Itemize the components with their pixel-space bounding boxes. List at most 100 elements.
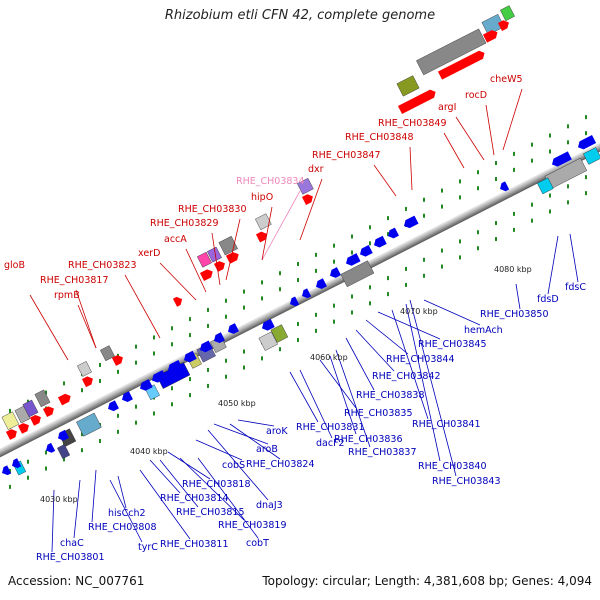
gene-label-bottom[interactable]: RHE_CH03819: [218, 520, 287, 531]
forward-gene-arrow[interactable]: [172, 295, 184, 307]
reverse-gene-arrow[interactable]: [372, 235, 387, 249]
gene-label-bottom[interactable]: fdsD: [537, 294, 559, 305]
gene-label-top[interactable]: RHE_CH03847: [312, 150, 381, 161]
reverse-gene-arrow[interactable]: [106, 400, 119, 413]
gene-label-top[interactable]: cheW5: [490, 74, 523, 85]
reverse-gene-arrow[interactable]: [358, 244, 373, 258]
gene-label-bottom[interactable]: RHE_CH03824: [246, 459, 315, 470]
gene-block[interactable]: [340, 260, 375, 288]
forward-gene-arrow[interactable]: [497, 18, 511, 32]
gene-label-bottom[interactable]: RHE_CH03831: [296, 422, 365, 433]
gene-block[interactable]: [255, 213, 272, 231]
reverse-gene-arrow[interactable]: [166, 359, 183, 374]
gene-block[interactable]: [100, 345, 115, 362]
gene-label-bottom[interactable]: RHE_CH03808: [88, 522, 157, 533]
gene-block[interactable]: [481, 13, 505, 36]
reverse-gene-arrow[interactable]: [498, 181, 510, 193]
gene-label-top[interactable]: rpmB: [54, 290, 80, 301]
gene-label-bottom[interactable]: RHE_CH03850: [480, 309, 549, 320]
gene-label-bottom[interactable]: RHE_CH03840: [418, 461, 487, 472]
reverse-gene-arrow[interactable]: [550, 151, 572, 168]
gene-label-top[interactable]: rocD: [465, 90, 487, 101]
gene-label-top[interactable]: RHE_CH03817: [40, 275, 109, 286]
reverse-gene-arrow[interactable]: [288, 296, 300, 308]
gene-block[interactable]: [297, 177, 314, 195]
gene-label-bottom[interactable]: tyrC: [138, 542, 158, 553]
gene-block[interactable]: [500, 5, 515, 22]
reverse-gene-arrow[interactable]: [198, 340, 213, 354]
gene-label-top[interactable]: gloB: [4, 260, 25, 271]
forward-gene-arrow[interactable]: [482, 28, 500, 43]
forward-gene-arrow[interactable]: [81, 375, 95, 388]
gene-label-bottom[interactable]: aroB: [256, 444, 278, 455]
gene-label-bottom[interactable]: fdsC: [565, 282, 586, 293]
gene-block[interactable]: [537, 177, 554, 195]
gene-block[interactable]: [197, 251, 212, 268]
gene-block[interactable]: [583, 147, 600, 165]
gene-label-bottom[interactable]: aroK: [266, 426, 288, 437]
forward-gene-arrow[interactable]: [213, 259, 227, 272]
gene-block[interactable]: [22, 399, 39, 418]
forward-gene-arrow[interactable]: [17, 421, 31, 434]
reverse-gene-arrow[interactable]: [260, 318, 275, 332]
forward-gene-arrow[interactable]: [42, 405, 56, 418]
reverse-gene-arrow[interactable]: [226, 323, 239, 336]
gene-label-top[interactable]: accA: [164, 234, 187, 245]
gene-label-bottom[interactable]: RHE_CH03818: [182, 479, 251, 490]
reverse-gene-arrow[interactable]: [10, 458, 22, 470]
gene-label-bottom[interactable]: dnaJ3: [256, 500, 283, 511]
gene-label-bottom[interactable]: RHE_CH03811: [160, 539, 229, 550]
reverse-gene-arrow[interactable]: [0, 465, 12, 477]
gene-block[interactable]: [1, 411, 20, 430]
gene-label-bottom[interactable]: RHE_CH03845: [418, 339, 487, 350]
reverse-gene-arrow[interactable]: [402, 215, 419, 230]
reverse-gene-arrow[interactable]: [212, 332, 225, 345]
forward-gene-arrow[interactable]: [5, 427, 19, 440]
gene-label-bottom[interactable]: hisCch2: [108, 508, 146, 519]
gene-label-top[interactable]: RHE_CH03830: [178, 204, 247, 215]
gene-label-bottom[interactable]: RHE_CH03836: [334, 434, 403, 445]
gene-block[interactable]: [57, 444, 71, 460]
gene-label-top[interactable]: hipO: [251, 192, 273, 203]
gene-block[interactable]: [270, 324, 289, 343]
reverse-gene-arrow[interactable]: [576, 135, 597, 151]
gene-block[interactable]: [396, 75, 420, 97]
gene-label-bottom[interactable]: cobS: [222, 460, 245, 471]
gene-block[interactable]: [34, 389, 51, 408]
gene-block[interactable]: [218, 235, 238, 256]
gene-label-bottom[interactable]: RHE_CH03843: [432, 476, 501, 487]
reverse-gene-arrow[interactable]: [56, 429, 69, 443]
forward-gene-arrow[interactable]: [255, 230, 269, 243]
gene-block[interactable]: [258, 331, 278, 351]
gene-label-top[interactable]: RHE_CH03829: [150, 218, 219, 229]
gene-block[interactable]: [76, 412, 102, 437]
gene-label-top[interactable]: RHE_CH03848: [345, 132, 414, 143]
gene-label-bottom[interactable]: RHE_CH03801: [36, 552, 105, 563]
forward-gene-arrow[interactable]: [225, 250, 241, 264]
reverse-gene-arrow[interactable]: [300, 288, 312, 300]
forward-gene-arrow[interactable]: [301, 192, 315, 205]
gene-label-bottom[interactable]: RHE_CH03838: [356, 390, 425, 401]
reverse-gene-arrow[interactable]: [44, 442, 56, 455]
forward-gene-arrow[interactable]: [437, 49, 487, 80]
gene-label-bottom[interactable]: RHE_CH03815: [176, 507, 245, 518]
gene-label-bottom[interactable]: RHE_CH03842: [372, 371, 441, 382]
reverse-gene-arrow[interactable]: [138, 379, 153, 392]
reverse-gene-arrow[interactable]: [182, 350, 197, 364]
gene-label-top[interactable]: xerD: [138, 248, 160, 259]
gene-label-bottom[interactable]: RHE_CH03844: [386, 354, 455, 365]
gene-label-bottom[interactable]: RHE_CH03835: [344, 408, 413, 419]
gene-block[interactable]: [207, 246, 222, 263]
gene-label-bottom[interactable]: cobT: [246, 538, 269, 549]
forward-gene-arrow[interactable]: [199, 268, 215, 281]
gene-label-top[interactable]: argI: [438, 102, 456, 113]
gene-label-bottom[interactable]: RHE_CH03841: [412, 419, 481, 430]
reverse-gene-arrow[interactable]: [328, 267, 341, 280]
reverse-gene-arrow[interactable]: [386, 227, 399, 241]
gene-block[interactable]: [77, 361, 92, 377]
gene-block[interactable]: [416, 28, 487, 76]
forward-gene-arrow[interactable]: [397, 88, 438, 115]
gene-label-top[interactable]: RHE_CH03823: [68, 260, 137, 271]
reverse-gene-arrow[interactable]: [120, 391, 133, 404]
gene-label-top[interactable]: RHE_CH03849: [378, 118, 447, 129]
